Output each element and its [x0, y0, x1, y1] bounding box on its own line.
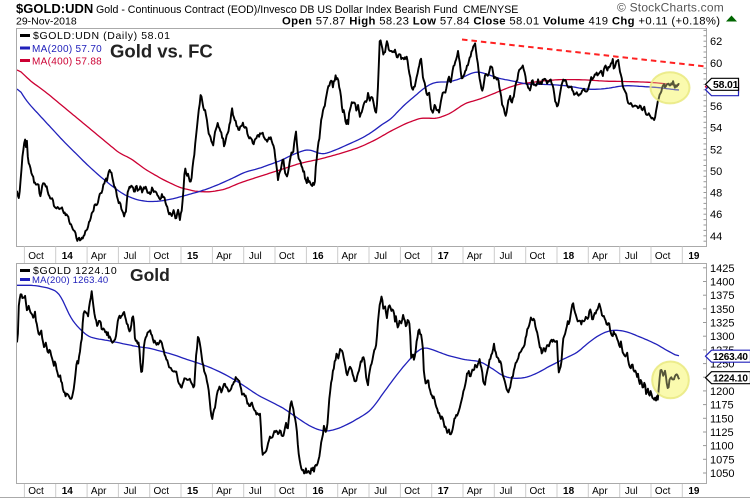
svg-text:Oct: Oct — [154, 486, 170, 497]
svg-text:© StockCharts.com: © StockCharts.com — [617, 1, 724, 15]
svg-text:Oct: Oct — [655, 251, 671, 262]
svg-text:54: 54 — [710, 123, 722, 135]
svg-text:56: 56 — [710, 101, 722, 113]
svg-text:MA(400) 57.88: MA(400) 57.88 — [32, 57, 102, 68]
svg-text:Oct: Oct — [279, 486, 295, 497]
svg-text:Apr: Apr — [467, 251, 483, 262]
svg-text:15: 15 — [187, 486, 199, 497]
svg-text:Apr: Apr — [216, 251, 232, 262]
svg-text:1350: 1350 — [710, 304, 734, 316]
svg-text:Oct: Oct — [28, 251, 44, 262]
svg-text:46: 46 — [710, 209, 722, 221]
svg-text:Jul: Jul — [625, 486, 638, 497]
svg-text:16: 16 — [312, 251, 324, 262]
svg-text:Oct: Oct — [279, 251, 295, 262]
svg-text:1224.10: 1224.10 — [713, 374, 748, 385]
svg-text:Apr: Apr — [91, 251, 107, 262]
svg-text:1050: 1050 — [710, 468, 734, 480]
svg-text:1263.40: 1263.40 — [713, 352, 748, 363]
svg-text:58.01: 58.01 — [713, 79, 739, 91]
svg-text:44: 44 — [710, 231, 722, 243]
svg-text:1375: 1375 — [710, 290, 734, 302]
svg-text:1100: 1100 — [710, 441, 734, 453]
svg-text:$GOLD:UDN (Daily) 58.01: $GOLD:UDN (Daily) 58.01 — [33, 30, 171, 42]
svg-text:16: 16 — [312, 486, 324, 497]
svg-text:1125: 1125 — [710, 427, 734, 439]
svg-text:Jul: Jul — [374, 486, 387, 497]
svg-text:$GOLD:UDN: $GOLD:UDN — [16, 1, 93, 16]
svg-text:1400: 1400 — [710, 277, 734, 289]
svg-text:Jul: Jul — [249, 486, 262, 497]
svg-text:Oct: Oct — [530, 486, 546, 497]
svg-text:1150: 1150 — [710, 413, 734, 425]
svg-text:52: 52 — [710, 144, 722, 156]
svg-text:15: 15 — [187, 251, 199, 262]
svg-text:Oct: Oct — [530, 251, 546, 262]
svg-text:Jul: Jul — [124, 486, 137, 497]
svg-text:1200: 1200 — [710, 386, 734, 398]
svg-text:Apr: Apr — [216, 486, 232, 497]
svg-text:Jul: Jul — [374, 251, 387, 262]
svg-text:Open 57.87 High 58.23 Low 57.8: Open 57.87 High 58.23 Low 57.84 Close 58… — [282, 16, 720, 28]
svg-text:18: 18 — [563, 486, 575, 497]
svg-text:60: 60 — [710, 58, 722, 70]
svg-text:48: 48 — [710, 188, 722, 200]
svg-text:Apr: Apr — [467, 486, 483, 497]
svg-text:Oct: Oct — [655, 486, 671, 497]
svg-text:1175: 1175 — [710, 400, 734, 412]
svg-text:62: 62 — [710, 36, 722, 48]
svg-text:Apr: Apr — [592, 486, 608, 497]
svg-text:19: 19 — [688, 251, 700, 262]
svg-text:19: 19 — [688, 486, 700, 497]
svg-text:1300: 1300 — [710, 331, 734, 343]
svg-text:MA(200) 57.70: MA(200) 57.70 — [32, 44, 102, 55]
svg-text:Gold vs. FC: Gold vs. FC — [110, 41, 213, 62]
svg-text:Oct: Oct — [404, 486, 420, 497]
svg-text:1325: 1325 — [710, 318, 734, 330]
svg-text:50: 50 — [710, 166, 722, 178]
svg-text:Apr: Apr — [342, 251, 358, 262]
svg-text:Apr: Apr — [342, 486, 358, 497]
svg-text:Oct: Oct — [154, 251, 170, 262]
svg-text:CME/NYSE: CME/NYSE — [463, 4, 518, 16]
svg-text:Oct: Oct — [28, 486, 44, 497]
svg-text:Oct: Oct — [404, 251, 420, 262]
svg-text:17: 17 — [438, 251, 450, 262]
svg-text:Jul: Jul — [500, 251, 513, 262]
svg-text:Jul: Jul — [500, 486, 513, 497]
svg-text:Apr: Apr — [91, 486, 107, 497]
svg-text:29-Nov-2018: 29-Nov-2018 — [16, 16, 77, 28]
svg-text:14: 14 — [62, 486, 74, 497]
svg-text:$GOLD 1224.10: $GOLD 1224.10 — [33, 265, 117, 277]
svg-text:14: 14 — [62, 251, 74, 262]
svg-text:18: 18 — [563, 251, 575, 262]
svg-text:Jul: Jul — [124, 251, 137, 262]
svg-text:MA(200) 1263.40: MA(200) 1263.40 — [32, 275, 108, 286]
svg-text:17: 17 — [438, 486, 450, 497]
svg-text:Jul: Jul — [249, 251, 262, 262]
svg-text:Apr: Apr — [592, 251, 608, 262]
svg-text:1425: 1425 — [710, 263, 734, 275]
svg-text:Jul: Jul — [625, 251, 638, 262]
svg-text:Gold - Continuous Contract (EO: Gold - Continuous Contract (EOD)/Invesco… — [96, 4, 458, 16]
svg-text:1075: 1075 — [710, 454, 734, 466]
svg-text:Gold: Gold — [130, 265, 170, 285]
